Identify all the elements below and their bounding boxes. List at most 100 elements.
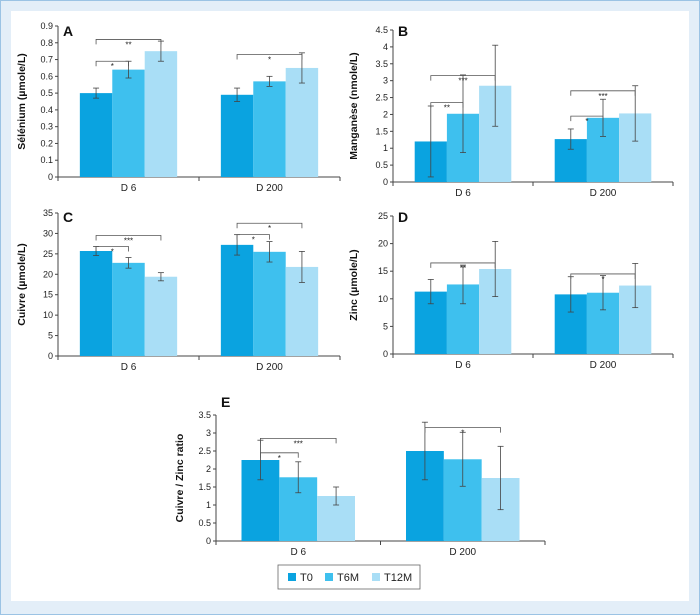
significance-label: ** bbox=[125, 40, 131, 49]
significance-bracket bbox=[95, 246, 129, 252]
chart-A: A Sélénium (µmole/L) 0 0.1 0.2 0.3 0.4 0.5 0.6 0.… bbox=[16, 21, 341, 194]
significance-bracket bbox=[570, 115, 604, 122]
significance-label: * bbox=[268, 56, 271, 65]
bar-T0-D6 bbox=[79, 250, 113, 356]
y-tick-label: 5 bbox=[383, 321, 388, 331]
y-tick-label: 25 bbox=[378, 211, 388, 221]
significance-label: *** bbox=[124, 236, 133, 245]
x-category-label: D 200 bbox=[590, 360, 617, 371]
legend-swatch-T6M bbox=[325, 573, 333, 581]
y-tick-label: 0.5 bbox=[40, 88, 53, 98]
bar-T12M-D6 bbox=[144, 51, 178, 177]
panel-label: E bbox=[221, 394, 230, 410]
y-tick-label: 10 bbox=[378, 294, 388, 304]
y-tick-label: 15 bbox=[43, 290, 53, 300]
bar-T6M-D200 bbox=[253, 251, 286, 356]
significance-label: ** bbox=[444, 104, 450, 113]
significance-label: *** bbox=[458, 77, 467, 86]
chart-C: C Cuivre (µmole/L) 0 5 10 15 20 25 30 35 D 6 D 200 *… bbox=[16, 208, 341, 373]
y-tick-label: 3 bbox=[383, 76, 388, 86]
significance-label: * bbox=[601, 275, 604, 284]
x-category-label: D 6 bbox=[290, 547, 306, 558]
significance-label: * bbox=[278, 454, 281, 463]
y-tick-label: 30 bbox=[43, 228, 53, 238]
bar-T12M-D6 bbox=[144, 276, 178, 356]
significance-bracket bbox=[570, 90, 636, 96]
legend-label-T6M: T6M bbox=[337, 572, 359, 584]
y-tick-label: 0.4 bbox=[40, 105, 53, 115]
y-tick-label: 1 bbox=[383, 143, 388, 153]
significance-label: *** bbox=[598, 92, 607, 101]
y-tick-label: 3.5 bbox=[375, 59, 388, 69]
y-tick-label: 0.9 bbox=[40, 21, 53, 31]
legend: T0 T6M T12M bbox=[277, 564, 421, 590]
bar-T6M-D200 bbox=[253, 81, 286, 177]
significance-label: * bbox=[252, 236, 255, 245]
significance-bracket bbox=[236, 234, 270, 240]
y-tick-label: 0 bbox=[206, 536, 211, 546]
x-category-label: D 200 bbox=[256, 183, 283, 194]
y-tick-label: 2.5 bbox=[375, 93, 388, 103]
y-tick-label: 3.5 bbox=[198, 410, 211, 420]
y-tick-label: 0 bbox=[48, 172, 53, 182]
y-tick-label: 20 bbox=[378, 239, 388, 249]
y-tick-label: 0.5 bbox=[375, 160, 388, 170]
y-tick-label: 0.5 bbox=[198, 518, 211, 528]
significance-bracket bbox=[95, 39, 162, 45]
legend-box bbox=[277, 564, 421, 590]
chart-B: B Manganèse (nmole/L) 0 0.5 1 1.5 2 2.5 3 3.5 4 4.5… bbox=[348, 23, 674, 199]
x-category-label: D 6 bbox=[455, 188, 471, 199]
y-tick-label: 4 bbox=[383, 42, 388, 52]
significance-bracket bbox=[570, 273, 636, 279]
y-axis-label: Cuivre (µmole/L) bbox=[16, 243, 28, 325]
y-tick-label: 25 bbox=[43, 249, 53, 259]
y-tick-label: 0.8 bbox=[40, 38, 53, 48]
significance-label: ** bbox=[460, 264, 466, 273]
chart-E: E Cuivre / Zinc ratio 0 0.5 1 1.5 2 2.5 3 3.5 D 6 D… bbox=[174, 394, 546, 558]
y-axis-label: Zinc (µmole/L) bbox=[348, 249, 360, 320]
x-category-label: D 200 bbox=[256, 362, 283, 373]
x-category-label: D 6 bbox=[121, 183, 137, 194]
y-tick-label: 2 bbox=[206, 464, 211, 474]
significance-bracket bbox=[260, 438, 337, 444]
significance-bracket bbox=[260, 452, 299, 458]
y-tick-label: 15 bbox=[378, 266, 388, 276]
y-axis-label: Manganèse (nmole/L) bbox=[348, 52, 360, 159]
panel-label: B bbox=[398, 23, 408, 39]
legend-swatch-T0 bbox=[288, 573, 296, 581]
y-tick-label: 35 bbox=[43, 208, 53, 218]
y-tick-label: 10 bbox=[43, 310, 53, 320]
significance-bracket bbox=[430, 102, 464, 108]
bar-T6M-D6 bbox=[112, 262, 145, 356]
bar-T0-D200 bbox=[220, 244, 254, 356]
y-axis-label: Sélénium (µmole/L) bbox=[16, 53, 28, 149]
significance-label: * bbox=[111, 62, 114, 71]
x-category-label: D 6 bbox=[455, 360, 471, 371]
y-tick-label: 0 bbox=[48, 351, 53, 361]
y-tick-label: 1 bbox=[206, 500, 211, 510]
bar-T0-D200 bbox=[220, 94, 254, 177]
y-tick-label: 0.3 bbox=[40, 122, 53, 132]
x-category-label: D 200 bbox=[590, 188, 617, 199]
significance-bracket bbox=[236, 222, 303, 229]
y-tick-label: 1.5 bbox=[198, 482, 211, 492]
significance-bracket bbox=[430, 262, 496, 268]
significance-label: * bbox=[111, 248, 114, 257]
panel-label: D bbox=[398, 209, 408, 225]
y-axis-label: Cuivre / Zinc ratio bbox=[174, 434, 186, 523]
panel-label: A bbox=[63, 23, 73, 39]
y-tick-label: 0 bbox=[383, 349, 388, 359]
significance-bracket bbox=[430, 75, 496, 81]
significance-label: *** bbox=[294, 439, 303, 448]
legend-label-T12M: T12M bbox=[384, 572, 412, 584]
x-category-label: D 200 bbox=[449, 547, 476, 558]
x-category-label: D 6 bbox=[121, 362, 137, 373]
bar-T0-D6 bbox=[79, 93, 113, 177]
panel-label: C bbox=[63, 209, 73, 225]
y-tick-label: 0.7 bbox=[40, 55, 53, 65]
significance-bracket bbox=[236, 54, 303, 60]
y-tick-label: 20 bbox=[43, 269, 53, 279]
significance-bracket bbox=[95, 235, 162, 241]
